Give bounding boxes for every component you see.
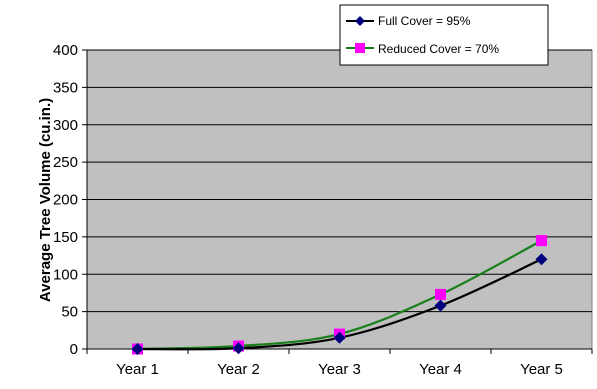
x-tick-label: Year 1	[116, 361, 159, 378]
data-point-full-cover	[232, 342, 245, 355]
x-axis-ticks: Year 1 Year 2 Year 3 Year 4 Year 5	[86, 349, 593, 378]
y-tick-label: 100	[53, 266, 78, 283]
data-point-reduced-cover	[536, 235, 547, 247]
data-point-full-cover	[333, 331, 346, 344]
y-tick-label: 300	[53, 117, 78, 134]
y-tick-label: 150	[53, 229, 78, 246]
x-tick-label: Year 3	[318, 361, 361, 378]
legend-label-reduced-cover: Reduced Cover = 70%	[378, 42, 499, 56]
x-tick-label: Year 2	[217, 361, 260, 378]
data-point-full-cover	[131, 343, 144, 355]
y-tick-label: 50	[61, 304, 78, 321]
y-axis-label: Average Tree Volume (cu.in.)	[37, 98, 54, 302]
legend-box	[339, 4, 549, 66]
y-axis-ticks: 0 50 100 150 200 250 300 350 400	[53, 42, 87, 358]
y-tick-label: 400	[53, 42, 78, 59]
data-point-full-cover	[434, 299, 447, 312]
y-tick-label: 0	[70, 341, 78, 358]
legend-marker-reduced-cover	[355, 43, 365, 53]
data-point-full-cover	[535, 253, 548, 266]
data-point-reduced-cover	[435, 288, 446, 300]
x-tick-label: Year 4	[419, 361, 462, 378]
series-layer	[131, 235, 548, 355]
y-tick-label: 200	[53, 192, 78, 209]
legend-label-full-cover: Full Cover = 95%	[378, 14, 471, 28]
legend-marker-full-cover	[355, 16, 365, 26]
y-tick-label: 350	[53, 79, 78, 96]
y-tick-label: 250	[53, 154, 78, 171]
legend: Full Cover = 95% Reduced Cover = 70%	[339, 4, 549, 66]
x-tick-label: Year 5	[520, 361, 563, 378]
